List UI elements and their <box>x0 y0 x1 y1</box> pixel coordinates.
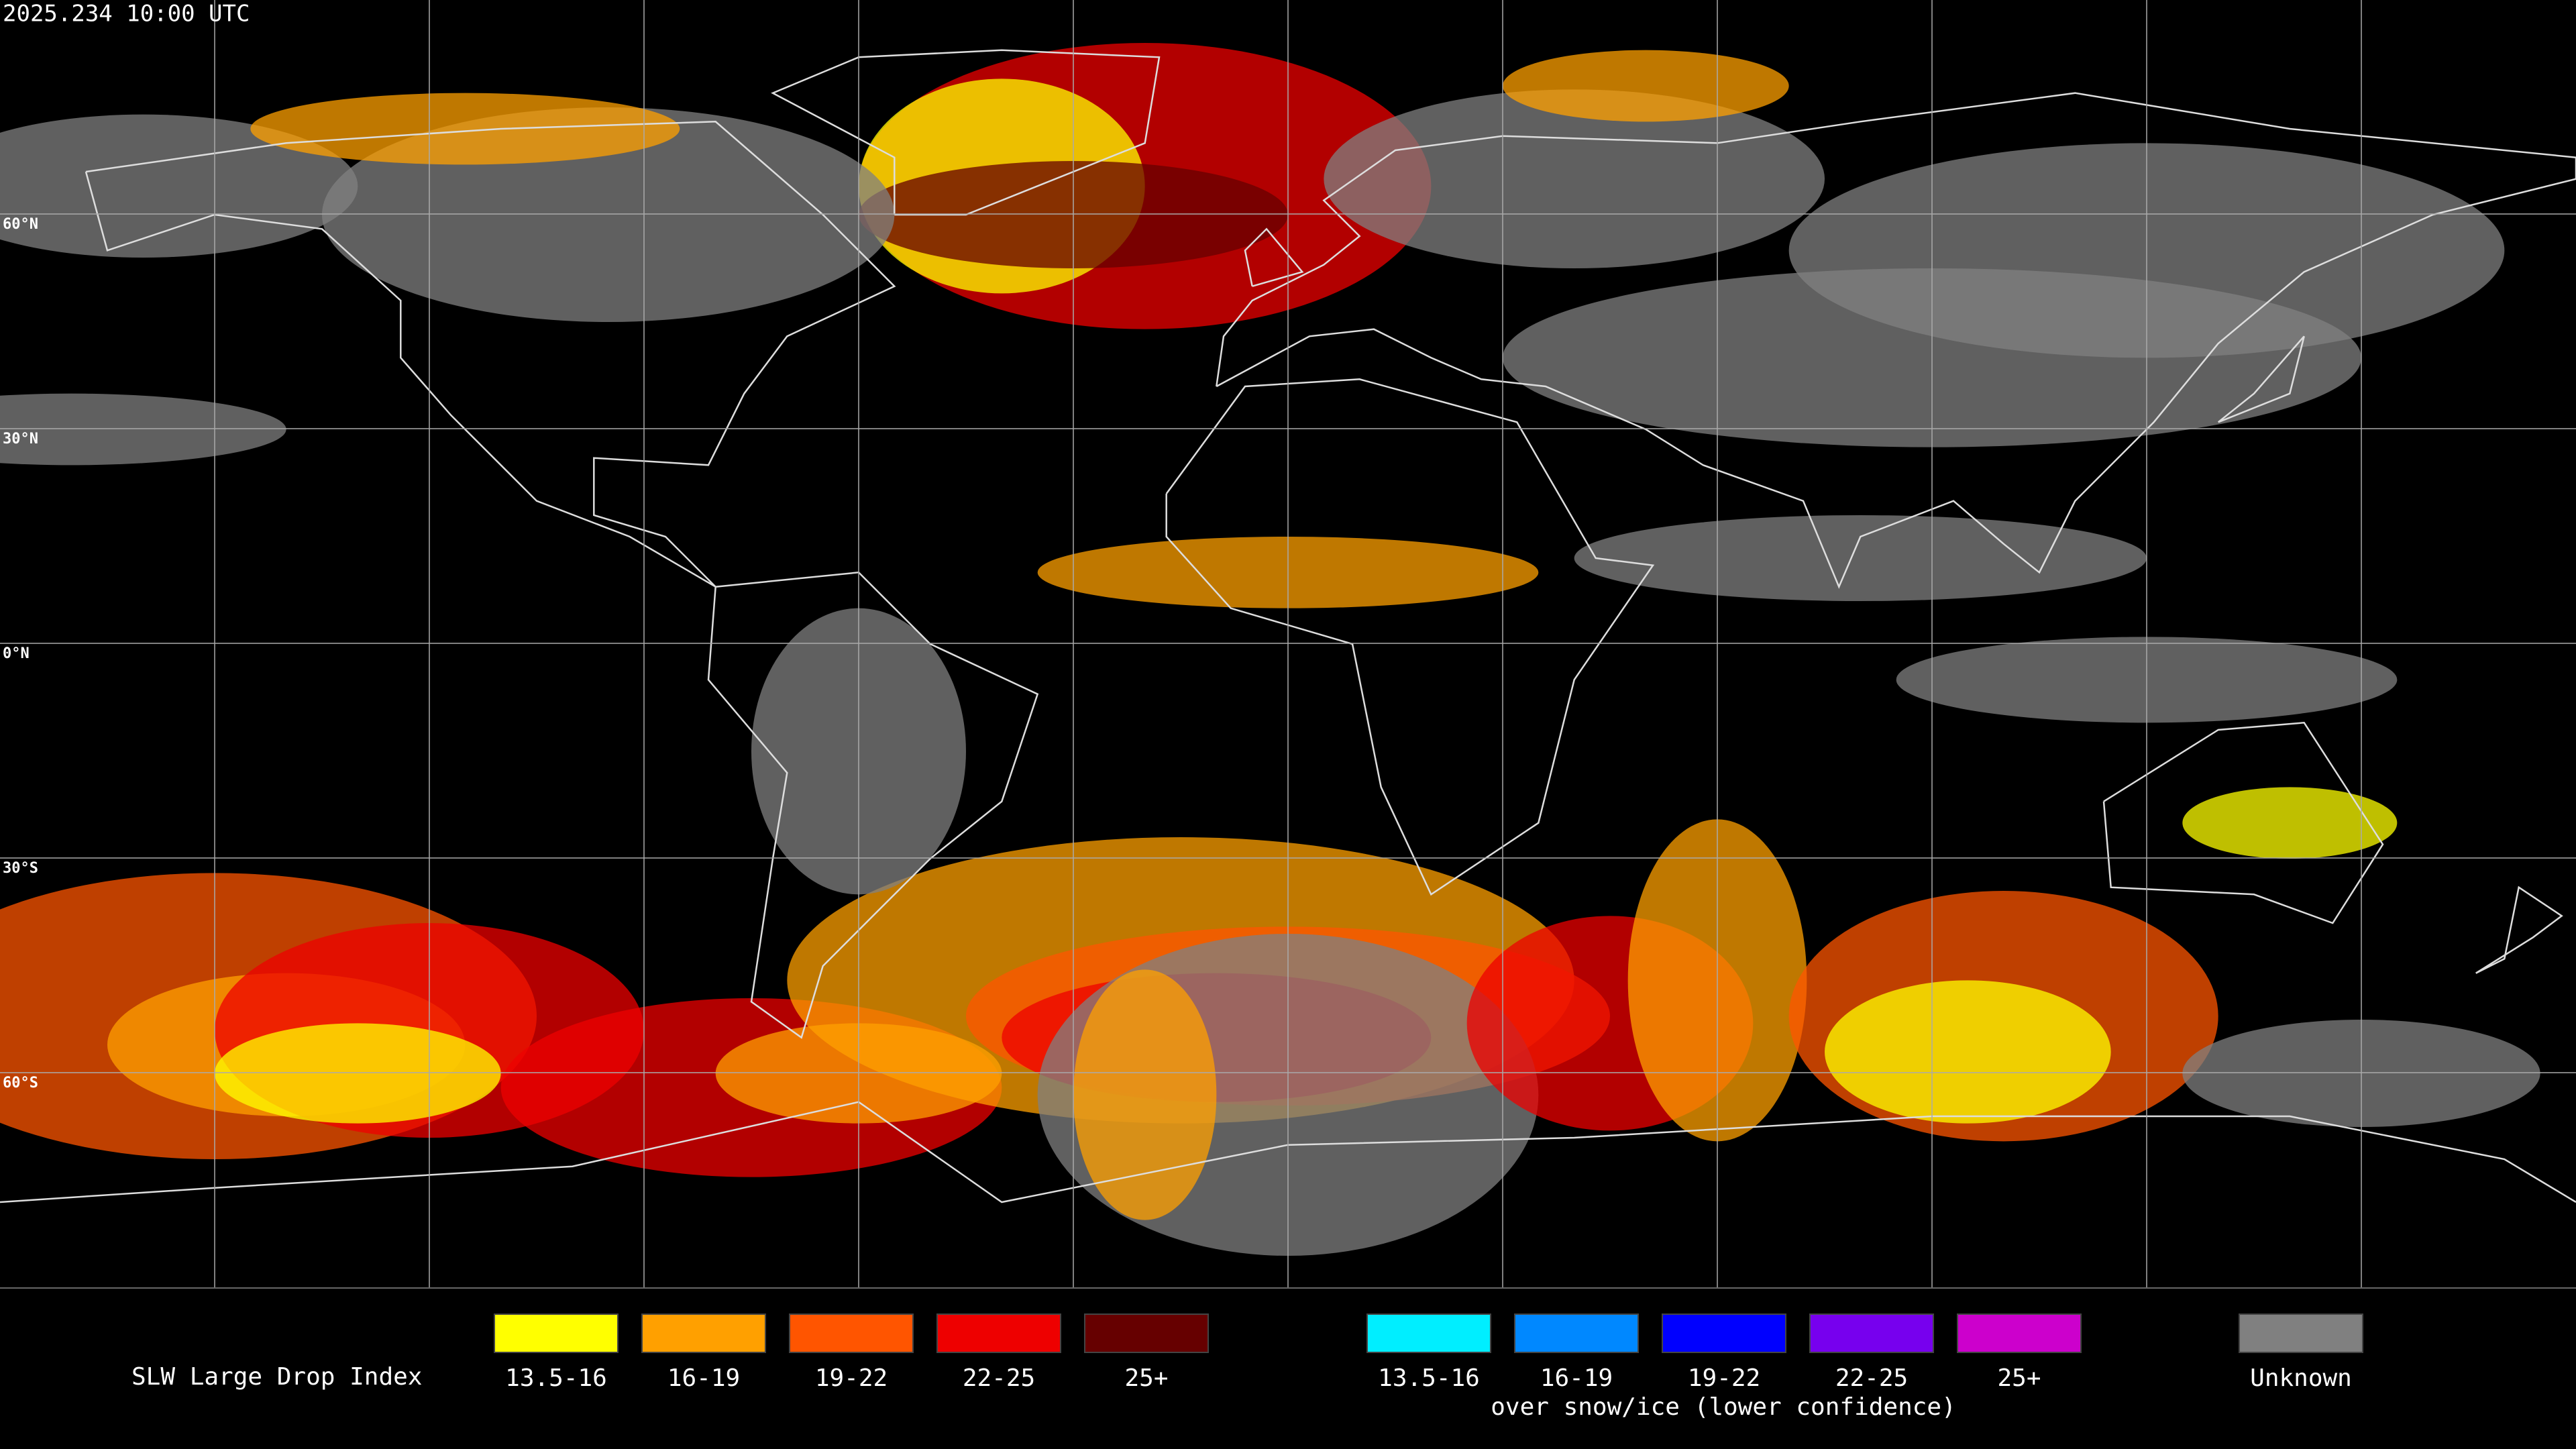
legend-label: Unknown <box>2250 1364 2352 1392</box>
legend: SLW Large Drop Index 13.5-16 16-19 19-22 22-… <box>131 1313 2363 1421</box>
lat-label: 0°N <box>3 645 30 662</box>
cloud-patch <box>1324 89 1825 269</box>
coastline <box>771 49 1161 216</box>
coastline <box>2217 335 2305 423</box>
legend-label: 25+ <box>1997 1364 2041 1392</box>
lat-label: 60°N <box>3 216 38 233</box>
legend-label: 13.5-16 <box>505 1364 607 1392</box>
coastline <box>2475 885 2563 974</box>
legend-label: 19-22 <box>815 1364 888 1392</box>
legend-swatch <box>1662 1313 1786 1353</box>
cloud-patch <box>1503 50 1789 122</box>
coastline <box>1244 227 1304 287</box>
legend-swatch <box>936 1313 1061 1353</box>
coastline <box>85 121 896 588</box>
legend-title: SLW Large Drop Index <box>131 1363 422 1391</box>
legend-label: 19-22 <box>1688 1364 1760 1392</box>
cloud-patch <box>215 1023 501 1124</box>
legend-swatch <box>494 1313 619 1353</box>
legend-swatch <box>789 1313 914 1353</box>
lat-label: 60°S <box>3 1075 38 1091</box>
legend-swatch <box>1366 1313 1491 1353</box>
coastline <box>1216 92 2576 589</box>
legend-label: 25+ <box>1124 1364 1168 1392</box>
legend-label: 16-19 <box>667 1364 740 1392</box>
cloud-patch <box>2182 787 2398 859</box>
legend-label: 16-19 <box>1540 1364 1613 1392</box>
graticule: 60°N 30°N 0°N 30°S 60°S <box>0 0 2576 1288</box>
coastline <box>707 571 1039 1039</box>
legend-label: 22-25 <box>963 1364 1035 1392</box>
lat-label: 30°N <box>3 431 38 447</box>
cloud-patch <box>1073 969 1217 1220</box>
timestamp: 2025.234 10:00 UTC <box>3 1 250 28</box>
legend-swatch <box>1514 1313 1639 1353</box>
cloud-patch <box>250 93 680 165</box>
coastline <box>2102 721 2384 924</box>
legend-swatch <box>2239 1313 2363 1353</box>
coastline <box>1165 378 1655 896</box>
legend-label: 22-25 <box>1835 1364 1908 1392</box>
cloud-patch <box>1825 980 2111 1124</box>
snow-ice-caption: over snow/ice (lower confidence) <box>1491 1393 1956 1421</box>
legend-swatch <box>1809 1313 1934 1353</box>
legend-label: 13.5-16 <box>1378 1364 1480 1392</box>
lat-label: 30°S <box>3 860 38 877</box>
legend-swatch <box>1084 1313 1209 1353</box>
legend-swatch <box>1957 1313 2082 1353</box>
legend-swatch <box>641 1313 766 1353</box>
